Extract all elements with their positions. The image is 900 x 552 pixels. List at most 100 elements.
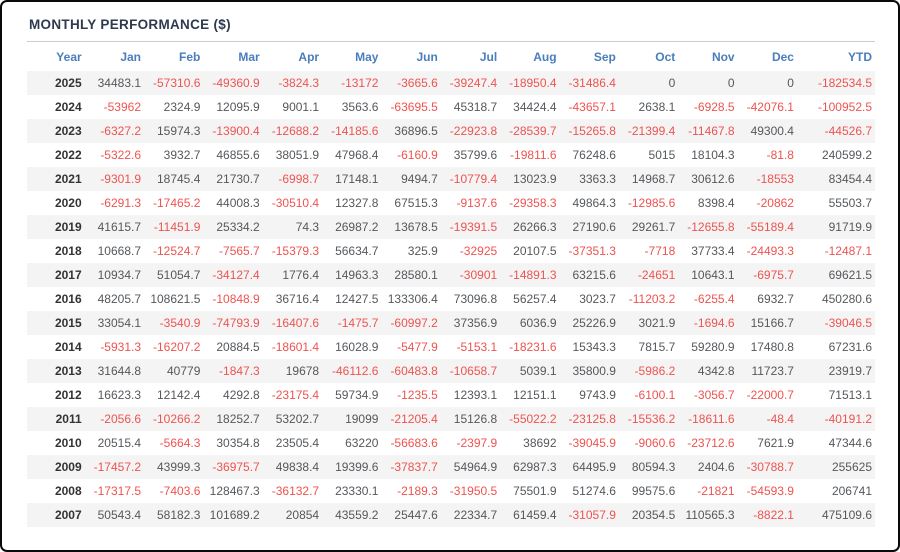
value-cell: -32925: [459, 244, 498, 258]
value-cell: 71513.1: [828, 388, 872, 402]
value-cell: -18601.4: [271, 340, 320, 354]
year-cell: 2007: [54, 508, 82, 522]
value-cell: -18950.4: [509, 76, 557, 90]
year-cell: 2013: [54, 364, 82, 378]
value-cell: -60483.8: [390, 364, 438, 378]
value-cell: 2404.6: [697, 460, 735, 474]
monthly-performance-table: Year Jan Feb Mar Apr May Jun Jul Aug Sep Oct Nov Dec…: [27, 41, 875, 527]
value-cell: 69621.5: [828, 268, 872, 282]
value-cell: -6160.9: [397, 148, 438, 162]
value-cell: 101689.2: [209, 508, 260, 522]
value-cell: 67231.6: [828, 340, 872, 354]
value-cell: 7815.7: [638, 340, 676, 354]
year-cell: 2023: [54, 124, 82, 138]
value-cell: 18104.3: [691, 148, 735, 162]
value-cell: -2189.3: [397, 484, 438, 498]
year-cell: 2008: [54, 484, 82, 498]
value-cell: -24651: [637, 268, 676, 282]
value-cell: 3932.7: [163, 148, 201, 162]
value-cell: 23505.4: [275, 436, 320, 450]
value-cell: -10658.7: [449, 364, 498, 378]
value-cell: 1776.4: [282, 268, 320, 282]
value-cell: -11467.8: [688, 124, 735, 138]
year-cell: 2024: [54, 100, 82, 114]
year-cell: 2020: [54, 196, 82, 210]
value-cell: -31950.5: [449, 484, 498, 498]
value-cell: 3563.6: [341, 100, 379, 114]
value-cell: -7403.6: [159, 484, 201, 498]
value-cell: -31486.4: [568, 76, 616, 90]
value-cell: -23712.6: [687, 436, 735, 450]
value-cell: -29358.3: [509, 196, 557, 210]
col-header-dec: Dec: [771, 50, 794, 64]
year-cell: 2022: [54, 148, 82, 162]
table-row: 2016 48205.7 108621.5 -10848.9 36716.4 12427.…: [27, 287, 875, 311]
value-cell: 22334.7: [453, 508, 498, 522]
value-cell: 20884.5: [216, 340, 260, 354]
value-cell: -8822.1: [753, 508, 794, 522]
value-cell: -20862: [756, 196, 794, 210]
value-cell: 26987.2: [335, 220, 379, 234]
value-cell: 59734.9: [335, 388, 379, 402]
value-cell: 48205.7: [97, 292, 142, 306]
value-cell: -6255.4: [693, 292, 735, 306]
value-cell: 30354.8: [216, 436, 260, 450]
col-header-oct: Oct: [655, 50, 676, 64]
value-cell: -12524.7: [153, 244, 201, 258]
value-cell: 15974.3: [156, 124, 201, 138]
col-header-jun: Jun: [416, 50, 438, 64]
value-cell: 5015: [648, 148, 676, 162]
value-cell: -5931.3: [100, 340, 142, 354]
value-cell: 0: [668, 76, 676, 90]
value-cell: -100952.5: [817, 100, 872, 114]
value-cell: -5322.6: [100, 148, 142, 162]
value-cell: -30788.7: [746, 460, 794, 474]
value-cell: 3023.7: [579, 292, 616, 306]
value-cell: 3363.3: [579, 172, 616, 186]
value-cell: -5477.9: [397, 340, 438, 354]
value-cell: -14185.6: [331, 124, 379, 138]
value-cell: -11203.2: [628, 292, 676, 306]
value-cell: -39045.9: [568, 436, 616, 450]
value-cell: -3540.9: [159, 316, 201, 330]
value-cell: 56257.4: [513, 292, 557, 306]
value-cell: -15536.2: [627, 412, 676, 426]
value-cell: 206741: [831, 484, 872, 498]
value-cell: 49300.4: [750, 124, 794, 138]
value-cell: 62987.3: [513, 460, 557, 474]
value-cell: -30901: [459, 268, 498, 282]
value-cell: 36896.5: [394, 124, 438, 138]
value-cell: 15343.3: [572, 340, 616, 354]
value-cell: 13023.9: [513, 172, 557, 186]
page-title: MONTHLY PERFORMANCE ($): [29, 17, 231, 32]
year-cell: 2010: [54, 436, 82, 450]
value-cell: -56683.6: [390, 436, 438, 450]
value-cell: -16207.2: [153, 340, 201, 354]
value-cell: -55022.2: [509, 412, 557, 426]
table-row: 2023 -6327.2 15974.3 -13900.4 -12688.2 -14185…: [27, 119, 875, 143]
value-cell: 53202.7: [275, 412, 320, 426]
value-cell: 58182.3: [156, 508, 201, 522]
value-cell: 40779: [167, 364, 201, 378]
year-cell: 2025: [54, 76, 82, 90]
value-cell: -18553: [756, 172, 794, 186]
value-cell: 325.9: [407, 244, 438, 258]
value-cell: 255625: [831, 460, 872, 474]
value-cell: 4292.8: [223, 388, 260, 402]
value-cell: -10848.9: [212, 292, 260, 306]
value-cell: 19099: [345, 412, 379, 426]
value-cell: 67515.3: [394, 196, 438, 210]
value-cell: 20354.5: [631, 508, 676, 522]
value-cell: 11723.7: [751, 364, 794, 378]
value-cell: 30612.6: [691, 172, 735, 186]
col-header-jan: Jan: [120, 50, 142, 64]
value-cell: 3021.9: [638, 316, 676, 330]
table-row: 2013 31644.8 40779 -1847.3 19678 -46112.6 -604…: [27, 359, 875, 383]
value-cell: -42076.1: [746, 100, 794, 114]
value-cell: -31057.9: [568, 508, 616, 522]
value-cell: -44526.7: [824, 124, 872, 138]
value-cell: 475109.6: [821, 508, 872, 522]
table-row: 2025 34483.1 -57310.6 -49360.9 -3824.3 -13172…: [27, 71, 875, 95]
table-row: 2014 -5931.3 -16207.2 20884.5 -18601.4 16028.…: [27, 335, 875, 359]
value-cell: 450280.6: [821, 292, 872, 306]
